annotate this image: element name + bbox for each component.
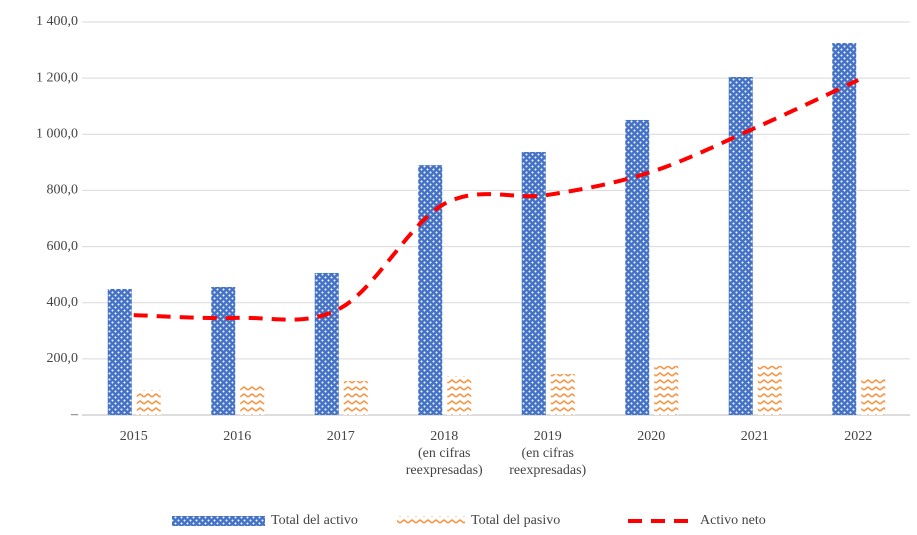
y-tick-label: 1 400,0: [36, 14, 78, 29]
x-tick-label: 2018 (en cifras reexpresadas): [405, 429, 483, 478]
y-tick-label: 800,0: [47, 183, 79, 198]
bar: [418, 165, 443, 415]
bar: [447, 375, 472, 415]
y-tick-label: 1 200,0: [36, 70, 78, 85]
legend-label: Total del activo: [271, 513, 358, 528]
x-tick-label: 2020: [637, 429, 666, 444]
y-tick-label: –: [70, 407, 79, 422]
bar: [240, 384, 265, 415]
x-tick-label: 2022: [844, 429, 873, 444]
x-tick-label: 2017: [326, 429, 355, 444]
bar: [521, 151, 546, 416]
x-tick-label: 2016: [223, 429, 252, 444]
bar: [314, 272, 339, 415]
line: [133, 78, 860, 322]
legend-label: Activo neto: [700, 513, 766, 528]
bar: [832, 43, 857, 416]
bar: [343, 381, 368, 415]
bar: [550, 374, 575, 415]
y-tick-label: 1 000,0: [36, 127, 78, 142]
bar: [728, 77, 753, 416]
bar: [107, 288, 132, 415]
y-tick-label: 200,0: [47, 351, 79, 366]
bar: [654, 365, 679, 415]
bar: [136, 390, 161, 415]
bar: [625, 119, 650, 415]
x-tick-label: 2015: [119, 429, 148, 444]
bar: [211, 286, 236, 415]
bar: [861, 377, 886, 415]
y-tick-label: 600,0: [47, 239, 79, 254]
y-tick-label: 400,0: [47, 295, 79, 310]
x-tick-label: 2019 (en cifras reexpresadas): [509, 429, 587, 478]
legend-label: Total del pasivo: [471, 513, 560, 528]
bar: [757, 365, 782, 415]
legend-swatch: [397, 516, 465, 526]
legend-swatch: [172, 516, 265, 526]
x-tick-label: 2021: [740, 429, 769, 444]
